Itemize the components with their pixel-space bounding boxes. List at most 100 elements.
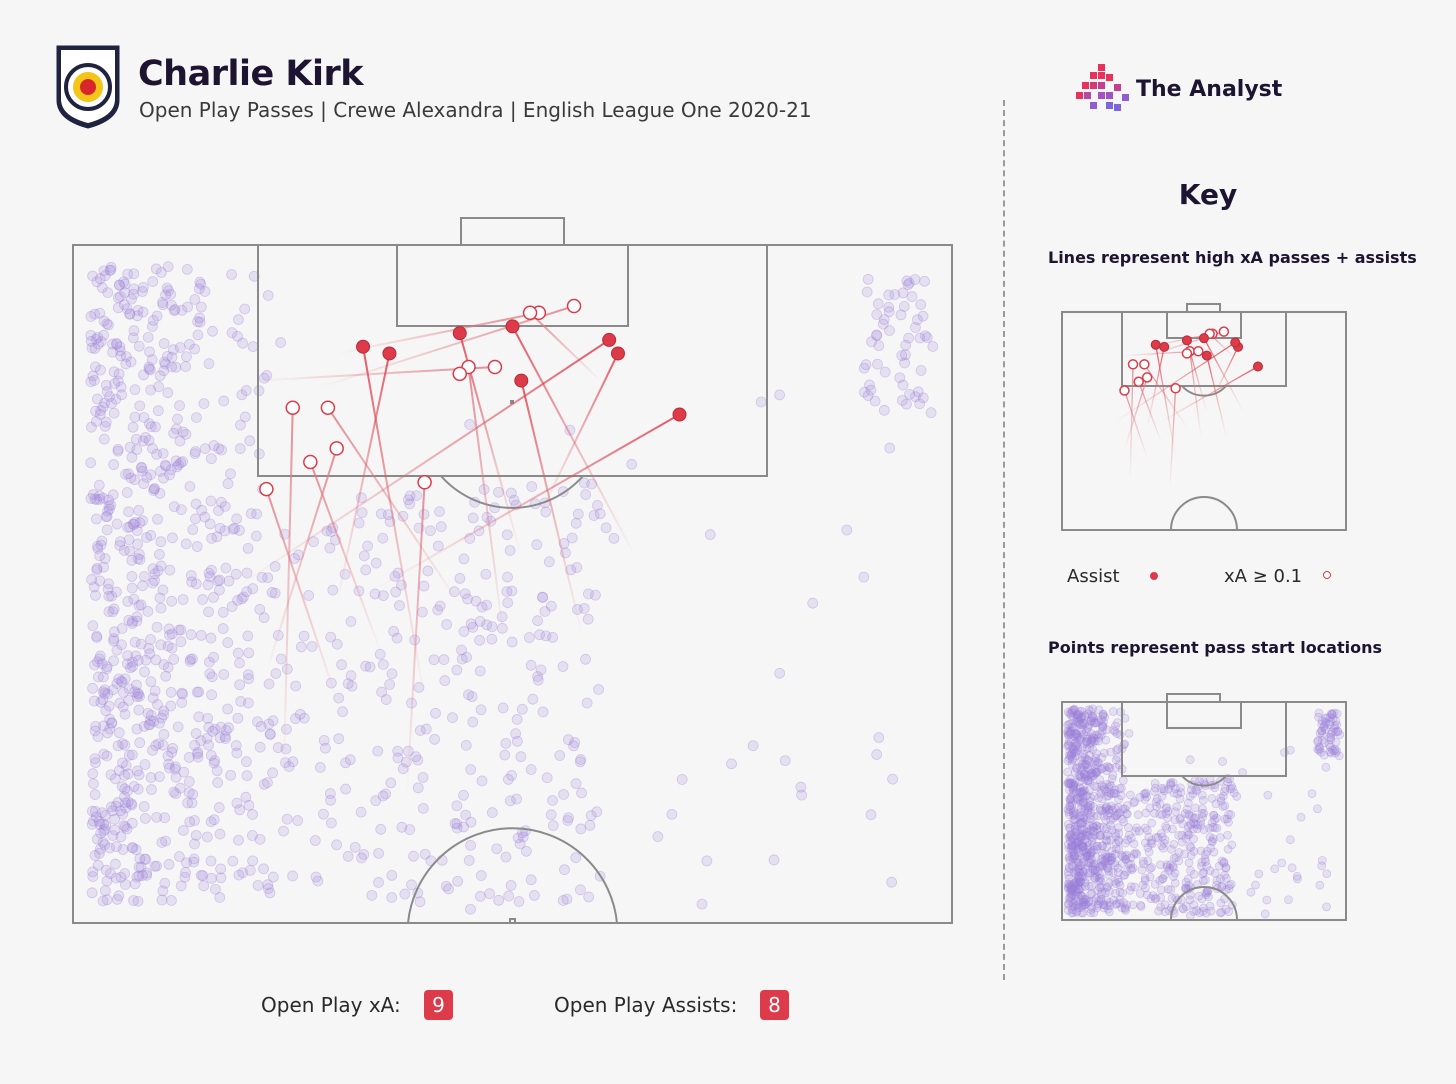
pass-start-point bbox=[149, 483, 160, 495]
pass-start-point bbox=[98, 315, 110, 327]
pass-start-point bbox=[1156, 860, 1165, 870]
pass-start-point bbox=[696, 898, 708, 910]
pass-start-point bbox=[1105, 763, 1115, 773]
pass-start-point bbox=[1114, 898, 1124, 908]
pass-start-point bbox=[97, 671, 109, 683]
pass-start-point bbox=[90, 361, 101, 373]
pass-start-point bbox=[215, 863, 227, 875]
pass-start-point bbox=[184, 338, 195, 350]
pass-start-point bbox=[128, 781, 140, 792]
pass-start-point bbox=[1132, 849, 1142, 859]
pass-start-point bbox=[1077, 725, 1087, 734]
pass-start-point bbox=[1328, 714, 1338, 723]
pass-start-point bbox=[158, 705, 170, 717]
pass-start-point bbox=[1134, 826, 1144, 836]
pass-start-point bbox=[1071, 869, 1081, 879]
pass-start-point bbox=[124, 521, 136, 533]
pass-start-point bbox=[1086, 764, 1096, 774]
pass-start-point bbox=[1216, 793, 1226, 803]
pass-line bbox=[265, 448, 338, 673]
pass-start-point bbox=[1192, 786, 1202, 796]
pass-start-point bbox=[1083, 776, 1093, 785]
pass-start-point bbox=[1106, 855, 1116, 865]
pass-start-point bbox=[1081, 895, 1090, 904]
pass-start-point bbox=[153, 381, 165, 393]
pass-start-point bbox=[128, 325, 140, 337]
pass-start-point bbox=[157, 299, 169, 311]
pass-start-point bbox=[1073, 880, 1083, 890]
pass-start-point bbox=[416, 606, 428, 618]
pass-start-point bbox=[460, 739, 472, 751]
assist-line bbox=[230, 339, 610, 592]
pass-start-point bbox=[116, 676, 128, 688]
pass-start-point bbox=[159, 877, 171, 889]
pass-start-point bbox=[1199, 808, 1209, 818]
pass-start-point bbox=[1080, 760, 1090, 770]
pass-start-point bbox=[144, 648, 156, 660]
pass-start-point bbox=[131, 871, 143, 883]
pass-start-point bbox=[1082, 837, 1092, 847]
pass-start-point bbox=[118, 299, 130, 311]
pass-start-point bbox=[107, 489, 119, 501]
pass-map-chart bbox=[72, 217, 953, 924]
pass-start-point bbox=[108, 407, 120, 419]
pass-start-point bbox=[1112, 811, 1121, 821]
pass-start-point bbox=[1074, 899, 1084, 909]
pass-start-point bbox=[1166, 844, 1176, 854]
pass-start-point bbox=[1064, 777, 1074, 787]
pass-start-point bbox=[128, 895, 139, 906]
pass-start-point bbox=[215, 721, 227, 733]
pass-start-point bbox=[1147, 836, 1157, 845]
pass-start-point bbox=[402, 494, 414, 506]
pass-start-point bbox=[233, 834, 244, 846]
pass-start-point bbox=[1154, 906, 1163, 916]
pass-start-point bbox=[1189, 818, 1198, 828]
pass-start-point bbox=[1224, 817, 1233, 827]
pass-start-point bbox=[1215, 908, 1225, 918]
pass-start-point bbox=[1087, 881, 1097, 891]
pass-start-point bbox=[90, 757, 101, 769]
pass-start-point bbox=[1071, 896, 1081, 906]
pass-start-point bbox=[1082, 736, 1091, 746]
pass-start-point bbox=[159, 812, 171, 824]
pass-start-point bbox=[1186, 820, 1196, 830]
pass-start-point bbox=[1118, 859, 1127, 868]
pass-start-point bbox=[1206, 843, 1215, 853]
pass-start-point bbox=[95, 696, 107, 708]
pass-start-point bbox=[126, 570, 138, 582]
pass-start-point bbox=[1080, 711, 1090, 721]
pass-start-point bbox=[919, 275, 930, 287]
pass-start-point bbox=[158, 709, 169, 721]
pass-start-point bbox=[1219, 858, 1229, 868]
pass-start-point bbox=[1084, 785, 1094, 795]
pass-start-point bbox=[1101, 735, 1111, 745]
pass-start-point bbox=[676, 774, 688, 785]
pass-start-point bbox=[1091, 753, 1101, 763]
pass-start-point bbox=[120, 797, 131, 809]
pass-start-point bbox=[1135, 889, 1145, 898]
pass-start-point bbox=[1100, 785, 1109, 794]
pass-start-point bbox=[1066, 844, 1076, 854]
pass-start-point bbox=[1093, 767, 1102, 777]
pass-start-point bbox=[795, 781, 807, 793]
pass-start-point bbox=[1331, 727, 1341, 737]
pass-start-point bbox=[440, 880, 452, 892]
pass-start-point bbox=[406, 879, 417, 891]
pass-start-point bbox=[1111, 888, 1120, 898]
pass-start-point bbox=[1206, 906, 1216, 916]
pass-start-point bbox=[153, 738, 164, 750]
pass-start-point bbox=[1285, 745, 1295, 755]
pass-start-point bbox=[1335, 730, 1345, 740]
pass-start-point bbox=[152, 405, 164, 417]
pass-start-point bbox=[95, 539, 107, 551]
pass-start-point bbox=[115, 871, 127, 883]
pass-start-point bbox=[134, 737, 146, 749]
pass-start-point bbox=[147, 315, 159, 326]
pass-start-point bbox=[126, 554, 138, 566]
pass-start-point bbox=[125, 356, 137, 368]
pass-start-point bbox=[871, 329, 882, 341]
pass-start-point bbox=[1105, 856, 1114, 865]
pass-start-point bbox=[99, 420, 111, 432]
pass-start-point bbox=[106, 590, 118, 602]
pass-start-point bbox=[1074, 710, 1084, 719]
